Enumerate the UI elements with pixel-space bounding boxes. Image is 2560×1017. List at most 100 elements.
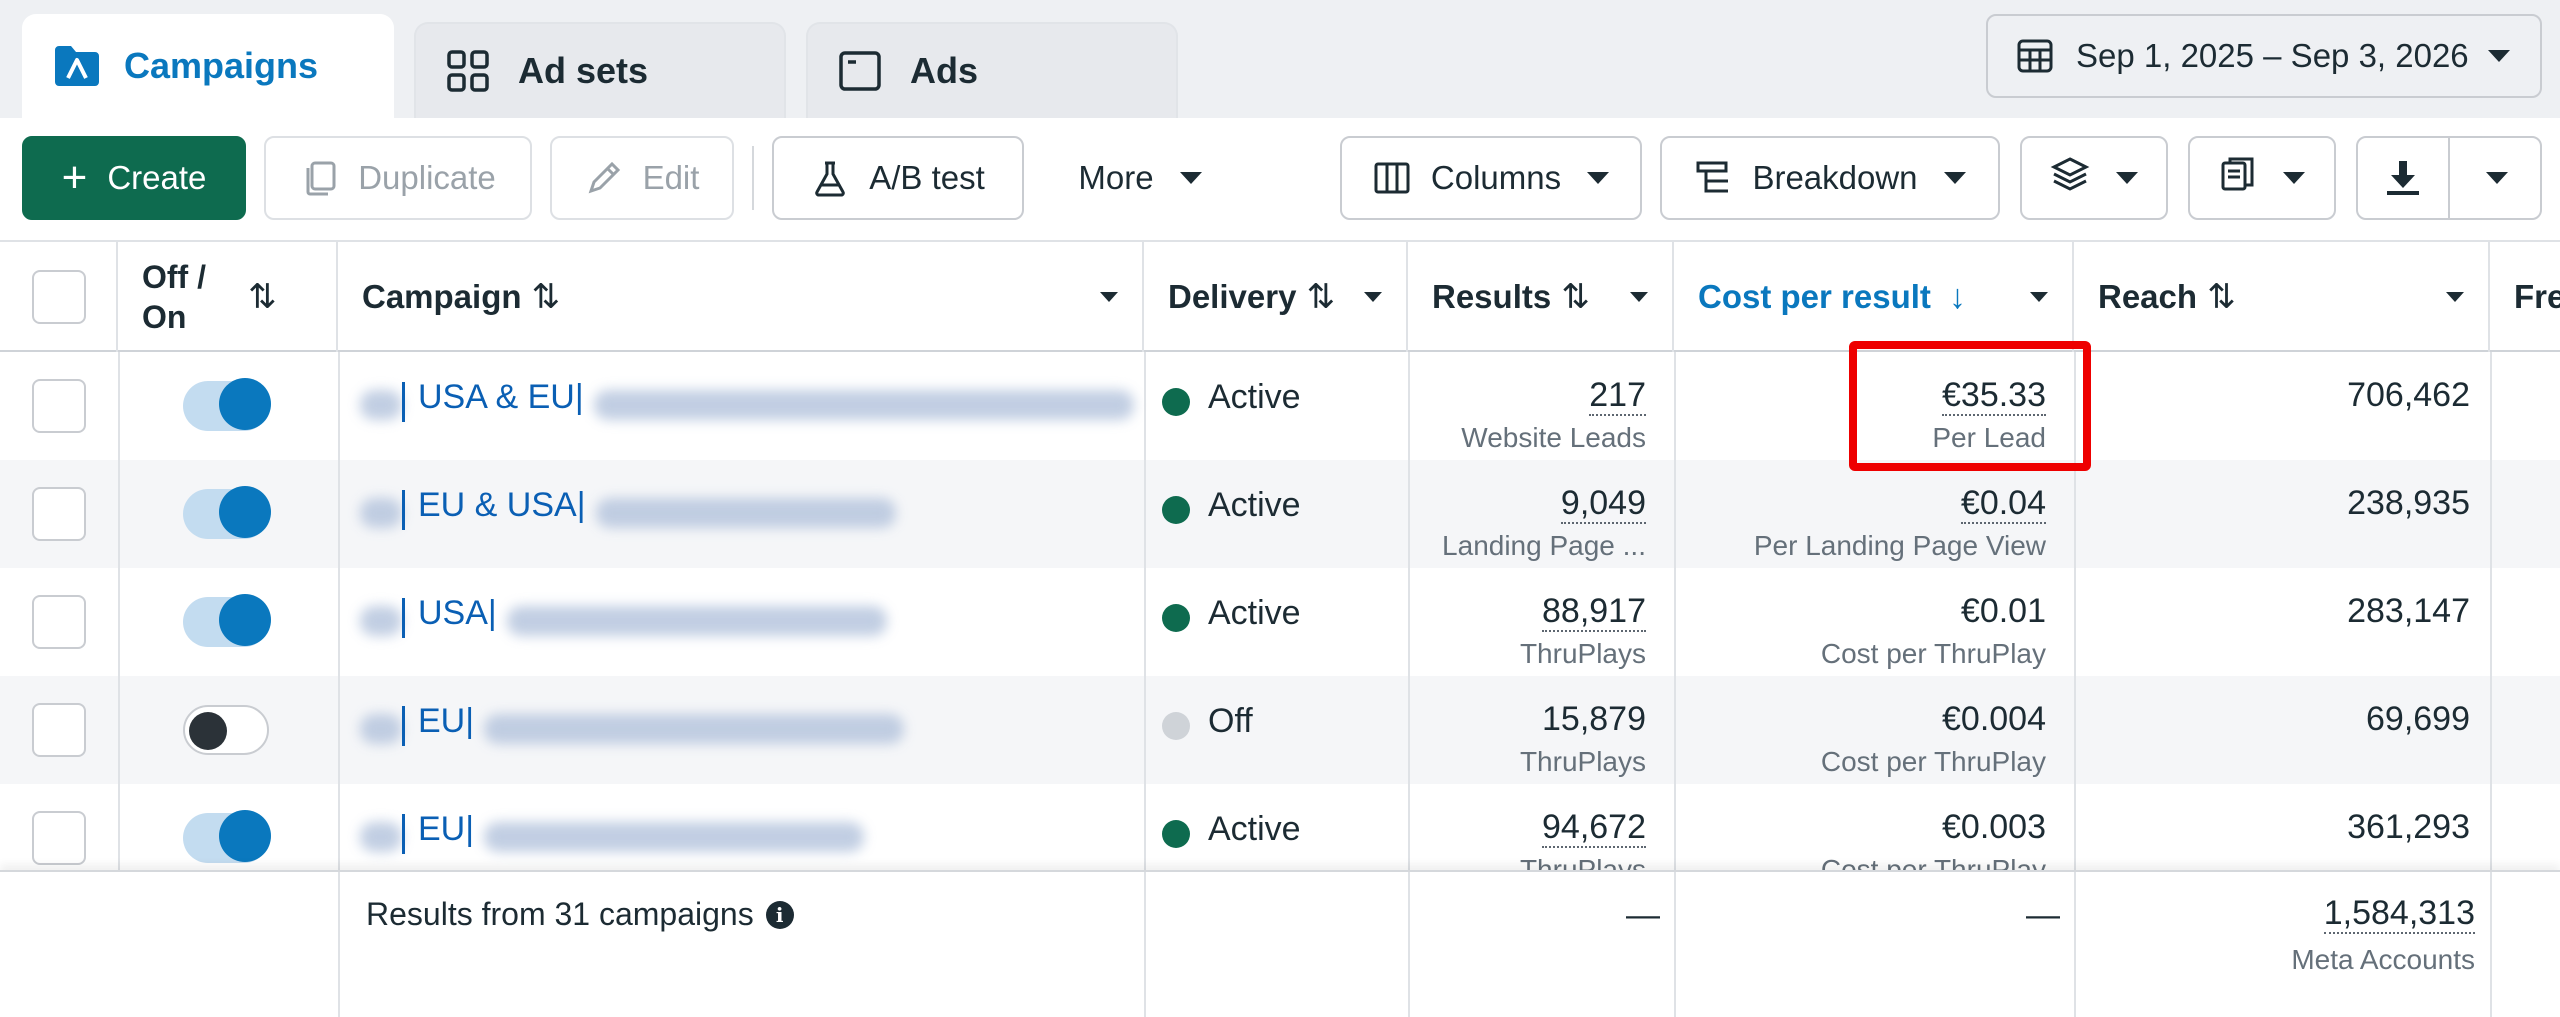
duplicate-label: Duplicate: [358, 159, 496, 196]
redacted-text: [484, 714, 904, 744]
table-row[interactable]: EU & USA| Active 9,049 Landing Page ... €0.0…: [0, 460, 2560, 568]
chevron-down-icon[interactable]: [1364, 292, 1382, 302]
results-value[interactable]: 9,049: [1560, 484, 1646, 524]
header-delivery[interactable]: Delivery ⇅: [1144, 242, 1408, 352]
more-dropdown[interactable]: More: [1050, 136, 1230, 220]
reach-value: 69,699: [2366, 700, 2470, 738]
row-checkbox[interactable]: [32, 379, 86, 433]
results-value[interactable]: 94,672: [1542, 808, 1646, 848]
chevron-down-icon[interactable]: [2030, 292, 2048, 302]
sort-icon[interactable]: ⇅: [2207, 278, 2236, 316]
campaign-name-link[interactable]: EU|: [418, 810, 475, 848]
header-delivery-label: Delivery: [1168, 278, 1297, 315]
delivery-status-dot: [1162, 604, 1190, 632]
report-icon: [2219, 155, 2257, 201]
campaign-divider: [402, 706, 405, 746]
redacted-text: [360, 606, 402, 636]
columns-dropdown[interactable]: Columns: [1340, 136, 1642, 220]
campaign-toggle[interactable]: [183, 705, 269, 755]
columns-icon: [1373, 159, 1411, 197]
redacted-text: [596, 498, 896, 528]
campaign-toggle[interactable]: [183, 486, 271, 539]
delivery-status-dot: [1162, 820, 1190, 848]
chevron-down-icon[interactable]: [1630, 292, 1648, 302]
table-row[interactable]: USA & EU| Active 217 Website Leads €35.33 Per…: [0, 352, 2560, 460]
header-campaign-label: Campaign: [362, 278, 522, 315]
sort-icon[interactable]: ⇅: [248, 278, 277, 316]
date-range-picker[interactable]: Sep 1, 2025 – Sep 3, 2026: [1986, 14, 2542, 98]
row-checkbox[interactable]: [32, 703, 86, 757]
duplicate-button[interactable]: Duplicate: [264, 136, 532, 220]
edit-button[interactable]: Edit: [550, 136, 734, 220]
chevron-down-icon[interactable]: [1100, 292, 1118, 302]
info-icon[interactable]: i: [765, 900, 794, 929]
header-select-all: [0, 242, 118, 352]
sort-icon[interactable]: ⇅: [1561, 278, 1590, 316]
cost-per-result-type: Per Landing Page View: [1753, 530, 2046, 561]
table-row[interactable]: EU| Off 15,879 ThruPlays €0.004 Cost per Thru…: [0, 676, 2560, 784]
column-divider: [2074, 872, 2076, 1017]
campaign-name-link[interactable]: EU|: [418, 702, 475, 740]
campaign-divider: [402, 382, 405, 422]
row-checkbox[interactable]: [32, 811, 86, 865]
campaign-name-link[interactable]: EU & USA|: [418, 486, 586, 524]
table-row[interactable]: USA| Active 88,917 ThruPlays €0.01 Cost per T…: [0, 568, 2560, 676]
column-divider: [1144, 872, 1146, 1017]
header-reach[interactable]: Reach ⇅: [2074, 242, 2490, 352]
sort-icon[interactable]: ⇅: [1306, 278, 1335, 316]
cost-per-result-value[interactable]: €0.04: [1960, 484, 2046, 524]
campaign-toggle[interactable]: [183, 594, 271, 647]
column-divider: [1674, 352, 1676, 1017]
header-off-on[interactable]: Off / On ⇅: [118, 242, 338, 352]
breakdown-dropdown[interactable]: Breakdown: [1660, 136, 2000, 220]
column-divider: [338, 872, 340, 1017]
layers-dropdown[interactable]: [2020, 136, 2168, 220]
header-frequency[interactable]: Fre: [2490, 242, 2560, 352]
toggle-knob: [219, 378, 271, 430]
summary-cost: —: [2026, 896, 2060, 934]
header-campaign[interactable]: Campaign ⇅: [338, 242, 1144, 352]
sort-descending-icon[interactable]: ↓: [1948, 277, 1966, 316]
summary-reach-sub: Meta Accounts: [2291, 944, 2475, 975]
campaign-toggle[interactable]: [183, 378, 271, 431]
column-divider: [1408, 352, 1410, 1017]
row-checkbox[interactable]: [32, 487, 86, 541]
select-all-checkbox[interactable]: [32, 270, 86, 324]
cost-per-result-value[interactable]: €35.33: [1942, 376, 2046, 416]
sort-icon[interactable]: ⇅: [531, 278, 561, 316]
campaign-divider: [402, 490, 405, 530]
chevron-down-icon: [2283, 172, 2305, 184]
reach-value: 706,462: [2347, 376, 2470, 414]
campaigns-table: Off / On ⇅ Campaign ⇅ Delivery ⇅ Results…: [0, 240, 2560, 1017]
tab-ads-label: Ads: [910, 50, 979, 91]
column-divider: [2490, 872, 2492, 1017]
ab-test-button[interactable]: A/B test: [772, 136, 1024, 220]
header-results[interactable]: Results ⇅: [1408, 242, 1674, 352]
column-divider: [338, 352, 340, 1017]
chevron-down-icon[interactable]: [2486, 172, 2508, 184]
tab-campaigns[interactable]: Campaigns: [22, 14, 394, 118]
summary-reach[interactable]: 1,584,313: [2323, 894, 2475, 934]
campaign-divider: [402, 598, 405, 638]
tab-ads[interactable]: Ads: [806, 22, 1178, 118]
campaign-toggle[interactable]: [183, 810, 271, 863]
toggle-knob: [189, 712, 227, 750]
delivery-status-dot: [1162, 496, 1190, 524]
campaign-name-link[interactable]: USA & EU|: [418, 378, 584, 416]
row-checkbox[interactable]: [32, 595, 86, 649]
results-value[interactable]: 88,917: [1542, 592, 1646, 632]
create-button[interactable]: + Create: [22, 136, 246, 220]
results-type: Website Leads: [1461, 422, 1646, 453]
chevron-down-icon[interactable]: [2446, 292, 2464, 302]
download-icon[interactable]: [2358, 138, 2450, 218]
breakdown-label: Breakdown: [1752, 159, 1918, 196]
more-label: More: [1078, 159, 1154, 196]
results-value[interactable]: 217: [1589, 376, 1646, 416]
header-cost-per-result[interactable]: Cost per result ↓: [1674, 242, 2074, 352]
tab-ad-sets[interactable]: Ad sets: [414, 22, 786, 118]
campaign-name-link[interactable]: USA|: [418, 594, 497, 632]
tab-ad-sets-label: Ad sets: [518, 50, 649, 91]
column-divider: [1144, 352, 1146, 1017]
export-split-button[interactable]: [2356, 136, 2542, 220]
reports-dropdown[interactable]: [2188, 136, 2336, 220]
